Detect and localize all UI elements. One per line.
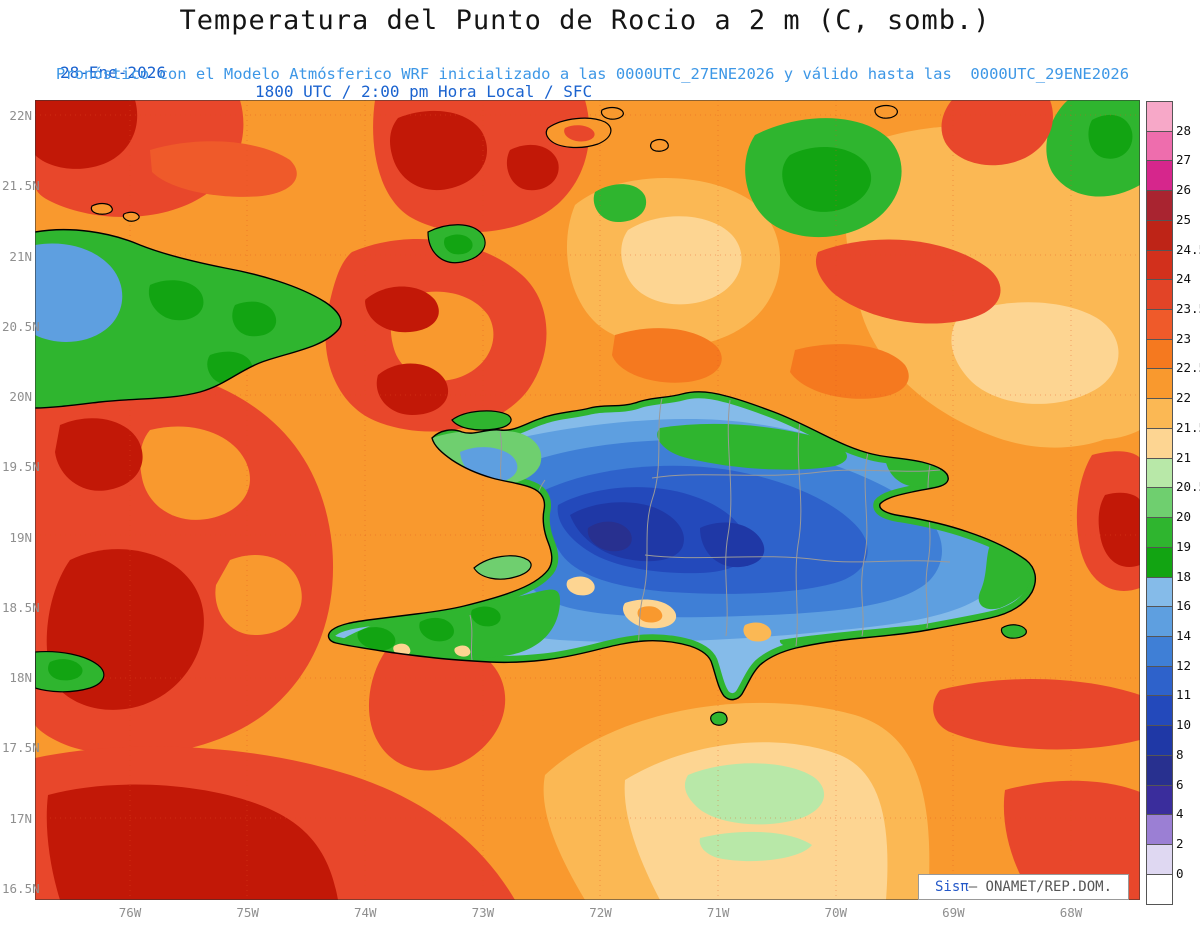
legend-tick-label: 20.5 [1176, 479, 1200, 495]
legend-tick-label: 20 [1176, 509, 1192, 525]
legend-color-swatch [1147, 369, 1172, 400]
legend-tick-label: 14 [1176, 627, 1192, 643]
legend-tick-label: 21 [1176, 449, 1192, 465]
lat-tick-label: 18N [9, 670, 32, 686]
legend-color-swatch [1147, 518, 1172, 548]
legend-color-swatch [1147, 636, 1172, 667]
legend-color-swatch [1147, 815, 1172, 845]
legend-color-swatch [1147, 844, 1172, 875]
hispaniola-landmass [327, 391, 1037, 701]
legend-bar [1146, 101, 1173, 906]
lon-tick-label: 69W [942, 905, 965, 920]
legend-tick-label: 8 [1176, 746, 1184, 762]
lat-tick-label: 16.5N [2, 880, 40, 896]
legend-color-swatch [1147, 696, 1172, 727]
lon-tick-label: 71W [706, 905, 730, 920]
legend-color-swatch [1147, 102, 1172, 132]
lat-tick-label: 21N [9, 248, 32, 264]
legend-tick-label: 27 [1176, 152, 1192, 168]
legend-tick-label: 2 [1176, 836, 1184, 851]
lat-tick-label: 19.5N [2, 459, 40, 475]
lon-tick-label: 73W [471, 905, 495, 920]
legend-color-swatch [1147, 458, 1172, 489]
lat-tick-label: 18.5N [2, 599, 40, 615]
legend-tick-label: 28 [1176, 122, 1192, 138]
model-info-line: Pronóstico con el Modelo Atmósferico WRF… [55, 65, 1130, 83]
legend-tick-label: 10 [1176, 717, 1192, 733]
lon-tick-label: 72W [589, 905, 612, 920]
map-frame [35, 100, 1140, 900]
legend-tick-label: 0 [1176, 865, 1184, 881]
cuba-coastline [35, 228, 342, 409]
legend-color-swatch [1147, 250, 1172, 281]
legend-color-swatch [1147, 755, 1172, 786]
legend-tick-label: 24.5 [1176, 241, 1200, 257]
legend-color-swatch [1147, 874, 1172, 905]
legend-color-swatch [1147, 339, 1172, 370]
valid-time: 1800 UTC / 2:00 pm Hora Local / SFC [255, 82, 593, 101]
lon-tick-label: 74W [353, 905, 377, 920]
legend-color-swatch [1147, 161, 1172, 192]
lat-tick-label: 21.5N [2, 178, 40, 194]
legend-tick-label: 19 [1176, 538, 1192, 554]
legend-color-swatch [1147, 428, 1172, 459]
legend-tick-label: 21.5 [1176, 419, 1200, 435]
legend-color-swatch [1147, 607, 1172, 637]
legend-tick-label: 16 [1176, 598, 1192, 614]
legend-tick-label: 4 [1176, 806, 1184, 822]
legend-tick-label: 6 [1176, 776, 1184, 792]
legend-tick-label: 24 [1176, 271, 1192, 287]
legend-tick-label: 18 [1176, 568, 1192, 584]
map-canvas [35, 100, 1140, 900]
legend-tick-label: 26 [1176, 182, 1192, 198]
lat-tick-label: 20.5N [2, 318, 40, 334]
legend-color-swatch [1147, 726, 1172, 756]
lat-tick-label: 17.5N [2, 740, 40, 756]
lat-tick-label: 19N [9, 529, 32, 545]
small-islands [35, 104, 1027, 726]
legend-tick-label: 23 [1176, 330, 1192, 346]
hispaniola-coastline [327, 391, 1037, 701]
lon-tick-label: 68W [1059, 905, 1083, 920]
legend-color-swatch [1147, 399, 1172, 429]
legend-color-swatch [1147, 488, 1172, 519]
page-title: Temperatura del Punto de Rocio a 2 m (C,… [179, 5, 991, 36]
legend-tick-label: 12 [1176, 657, 1192, 673]
legend-tick-label: 22 [1176, 390, 1192, 406]
lat-tick-label: 20N [9, 389, 32, 405]
legend-color-swatch [1147, 280, 1172, 311]
legend-tick-label: 22.5 [1176, 360, 1200, 376]
watermark-brand: Sisπ [934, 879, 969, 895]
lat-tick-label: 22N [9, 108, 32, 123]
legend-color-swatch [1147, 191, 1172, 221]
watermark-text: – ONAMET/REP.DOM. [968, 879, 1112, 895]
legend-color-swatch [1147, 547, 1172, 578]
legend-color-swatch [1147, 310, 1172, 340]
legend-color-swatch [1147, 666, 1172, 697]
valid-date: 28-Ene-2026 [60, 63, 166, 82]
legend-tick-label: 23.5 [1176, 301, 1200, 317]
lat-tick-label: 17N [9, 810, 32, 826]
lon-tick-label: 70W [824, 905, 848, 920]
legend-color-swatch [1147, 785, 1172, 816]
lon-tick-label: 76W [118, 905, 142, 920]
legend-color-swatch [1147, 220, 1172, 251]
legend-tick-label: 11 [1176, 687, 1192, 703]
legend-color-swatch [1147, 577, 1172, 608]
watermark: Sisπ – ONAMET/REP.DOM. [918, 874, 1129, 900]
legend-tick-label: 25 [1176, 211, 1192, 227]
lon-tick-label: 75W [236, 905, 259, 920]
legend-color-swatch [1147, 131, 1172, 162]
